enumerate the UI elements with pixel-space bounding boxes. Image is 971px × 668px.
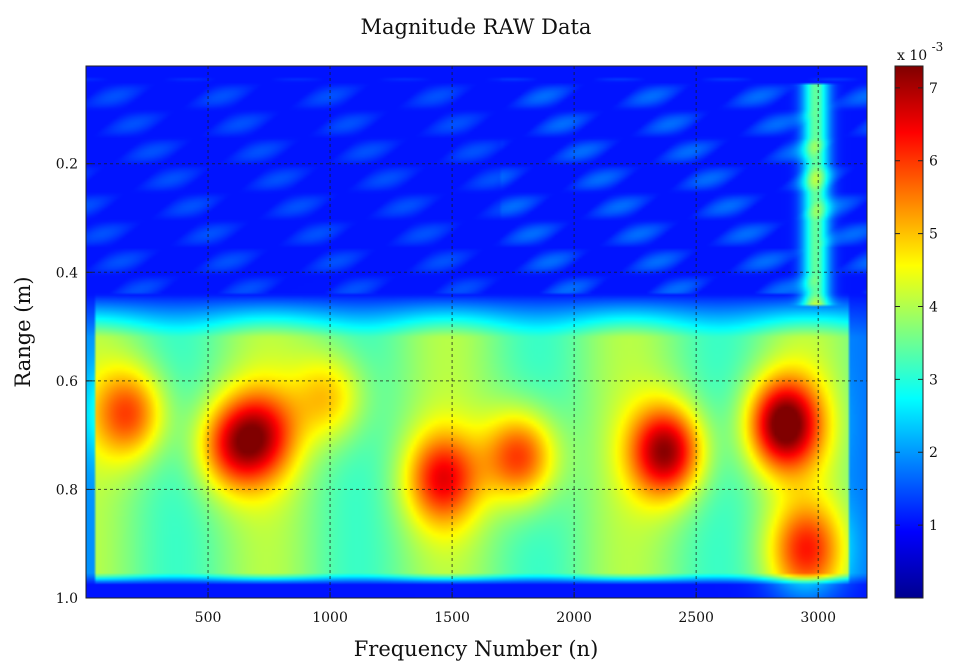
heatmap-plot-area (86, 66, 867, 598)
y-tick-label: 1.0 (56, 591, 78, 607)
x-tick-label: 500 (195, 610, 222, 626)
colorbar-ticks: 1 2 3 4 5 6 7 (895, 81, 938, 534)
x-axis-label: Frequency Number (n) (354, 637, 599, 661)
colorbar-tick-label: 2 (929, 445, 938, 461)
colorbar-tick-label: 3 (929, 372, 938, 388)
colorbar-multiplier-exponent: -3 (932, 40, 944, 54)
x-axis-ticks: 500 1000 1500 2000 2500 3000 (195, 592, 836, 626)
colorbar-multiplier: x 10 -3 (897, 40, 943, 64)
colorbar-tick-label: 5 (929, 227, 938, 243)
y-axis-ticks: 0.2 0.4 0.6 0.8 1.0 (56, 157, 92, 607)
colorbar-multiplier-base: x 10 (897, 48, 927, 64)
colorbar: 1 2 3 4 5 6 7 x 10 -3 (894, 40, 943, 599)
y-tick-label: 0.6 (56, 374, 78, 390)
y-tick-label: 0.8 (56, 482, 78, 498)
colorbar-tick-label: 6 (929, 154, 938, 170)
plot-frame (85, 65, 868, 599)
y-tick-label: 0.4 (56, 265, 78, 281)
x-tick-label: 3000 (800, 610, 836, 626)
y-tick-label: 0.2 (56, 157, 78, 173)
x-tick-label: 1500 (434, 610, 470, 626)
colorbar-tick-label: 4 (929, 299, 938, 315)
colorbar-gradient (894, 65, 924, 599)
x-tick-label: 2500 (678, 610, 714, 626)
colorbar-tick-label: 1 (929, 518, 938, 534)
y-axis-label: Range (m) (11, 276, 35, 387)
colorbar-tick-label: 7 (929, 81, 938, 97)
chart-title: Magnitude RAW Data (361, 15, 592, 39)
x-tick-label: 2000 (556, 610, 592, 626)
x-tick-label: 1000 (312, 610, 348, 626)
heatmap-image (86, 66, 867, 598)
